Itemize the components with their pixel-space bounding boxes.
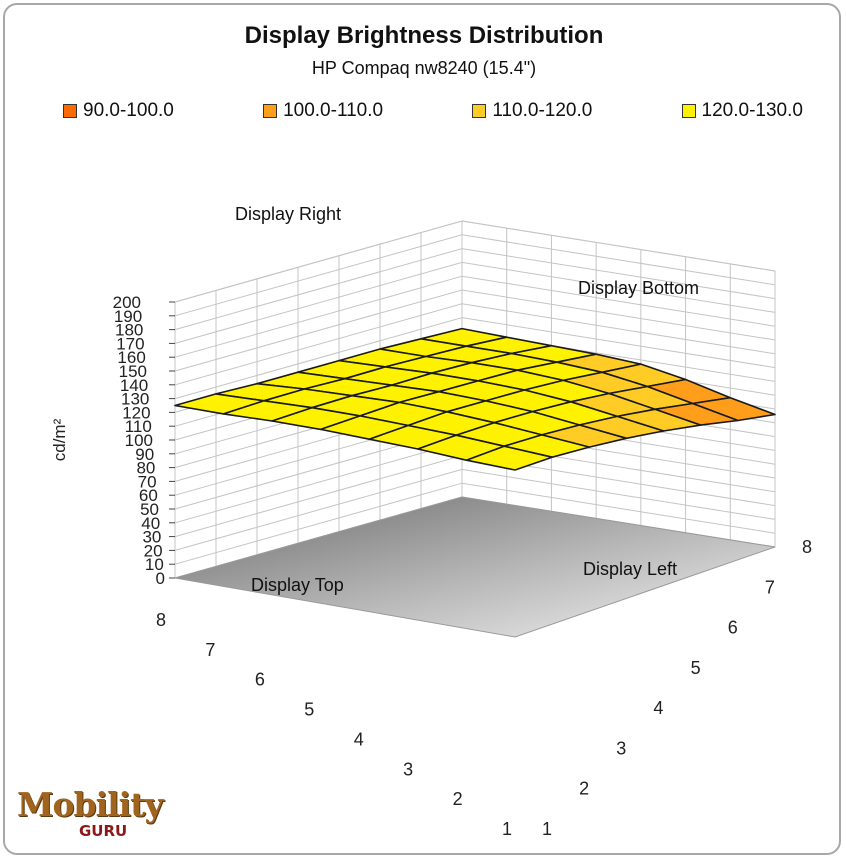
- y-tick-label: 2: [579, 779, 589, 799]
- x-tick-label: 5: [304, 700, 314, 720]
- y-tick-label: 8: [802, 537, 812, 557]
- z-tick-label: 60: [139, 486, 158, 505]
- surface-chart: 0102030405060708090100110120130140150160…: [50, 204, 812, 839]
- legend-item: 120.0-130.0: [681, 100, 803, 122]
- z-tick-label: 170: [116, 334, 144, 353]
- y-tick-label: 3: [616, 738, 626, 758]
- x-tick-label: 6: [255, 670, 265, 690]
- z-tick-label: 90: [135, 445, 154, 464]
- x-tick-label: 8: [156, 610, 166, 630]
- chart-frame: 0 10 20 30 40 50 60 70 80 90 100 110 120 130 140 150 160…: [3, 3, 841, 855]
- surface-cell: [465, 445, 553, 471]
- z-tick-label: 40: [141, 514, 160, 533]
- annotation-label: Display Top: [251, 575, 344, 595]
- legend-item: 100.0-110.0: [263, 100, 383, 122]
- z-tick-label: 110: [125, 417, 152, 436]
- legend-label: 100.0-110.0: [283, 100, 384, 121]
- floor-plane: [174, 496, 776, 638]
- annotation-label: Display Right: [235, 204, 341, 224]
- z-tick-label: 160: [117, 348, 145, 367]
- legend: 90.0-100.0 100.0-110.0 110.0-120.0 120.0…: [63, 100, 803, 122]
- z-tick-label: 100: [125, 431, 153, 450]
- legend-label: 110.0-120.0: [492, 100, 593, 121]
- z-tick-label: 120: [122, 403, 150, 422]
- legend-swatch: [63, 104, 77, 118]
- y-tick-label: 7: [765, 577, 775, 597]
- y-tick-label: 4: [653, 698, 663, 718]
- annotation-label: Display Left: [583, 559, 677, 579]
- z-tick-label: 10: [145, 555, 164, 574]
- z-tick-label: 50: [140, 500, 159, 519]
- legend-swatch: [681, 104, 696, 118]
- logo-sub-text: GURU: [79, 822, 128, 840]
- legend-label: 90.0-100.0: [83, 100, 174, 121]
- y-tick-label: 1: [542, 819, 552, 839]
- legend-item: 110.0-120.0: [472, 100, 592, 122]
- z-axis-label: cd/m²: [50, 418, 69, 461]
- logo-main-text: Mobility: [17, 785, 164, 824]
- legend-swatch: [263, 104, 278, 118]
- x-tick-label: 1: [502, 819, 512, 839]
- z-tick-label: 200: [113, 293, 141, 312]
- z-tick-label: 130: [121, 390, 149, 409]
- z-tick-label: 150: [119, 362, 147, 381]
- z-tick-label: 180: [115, 321, 143, 340]
- chart-title: Display Brightness Distribution: [244, 22, 604, 49]
- y-tick-label: 6: [728, 618, 738, 638]
- z-tick-label: 30: [142, 528, 161, 547]
- x-tick-label: 3: [403, 759, 413, 779]
- z-tick-label: 70: [138, 472, 157, 491]
- z-tick-label: 0: [156, 569, 165, 588]
- mobility-guru-logo: Mobility GURU: [17, 785, 164, 840]
- legend-label: 120.0-130.0: [701, 100, 803, 121]
- z-tick-label: 20: [144, 541, 163, 560]
- legend-item: 90.0-100.0: [63, 100, 174, 122]
- chart-subtitle: HP Compaq nw8240 (15.4"): [311, 58, 537, 78]
- z-tick-label: 140: [120, 376, 148, 395]
- annotation-label: Display Bottom: [578, 278, 699, 298]
- z-tick-label: 80: [136, 459, 155, 478]
- y-tick-label: 5: [691, 658, 701, 678]
- legend-swatch: [472, 104, 487, 118]
- x-tick-label: 2: [453, 789, 463, 809]
- x-tick-label: 4: [354, 729, 364, 749]
- z-tick-label: 190: [114, 307, 142, 326]
- x-tick-label: 7: [205, 640, 215, 660]
